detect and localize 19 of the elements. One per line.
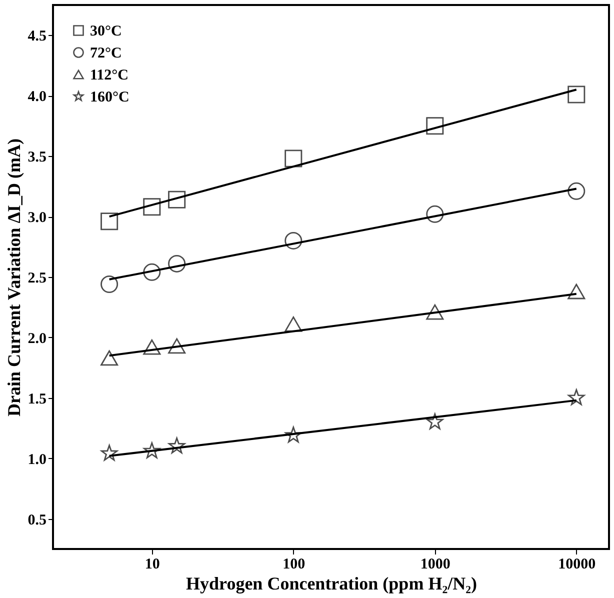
y-tick-label: 4.5 <box>28 28 46 45</box>
x-tick-label: 10 <box>144 556 160 572</box>
x-tick-label: 100 <box>282 556 306 572</box>
legend-label: 30°C <box>90 24 122 40</box>
y-tick-label: 0.5 <box>28 512 46 528</box>
y-axis-title: Drain Current Variation ΔI_D (mA) <box>4 138 24 416</box>
legend-label: 160°C <box>90 90 130 106</box>
y-tick-label: 2.5 <box>28 270 46 286</box>
y-tick-label: 3.0 <box>28 210 46 226</box>
legend-label: 112°C <box>90 68 129 84</box>
legend-label: 72°C <box>90 46 122 62</box>
x-axis-title: Hydrogen Concentration (ppm H₂/N₂) <box>186 574 477 594</box>
x-tick-label: 1000 <box>420 556 450 572</box>
y-tick-label: 4.0 <box>28 89 46 106</box>
y-tick-label: 2.0 <box>28 330 46 347</box>
x-tick-label: 10000 <box>558 556 596 572</box>
y-tick-label: 3.5 <box>28 150 46 166</box>
y-tick-label: 1.0 <box>28 452 46 468</box>
y-tick-label: 1.5 <box>28 391 46 408</box>
